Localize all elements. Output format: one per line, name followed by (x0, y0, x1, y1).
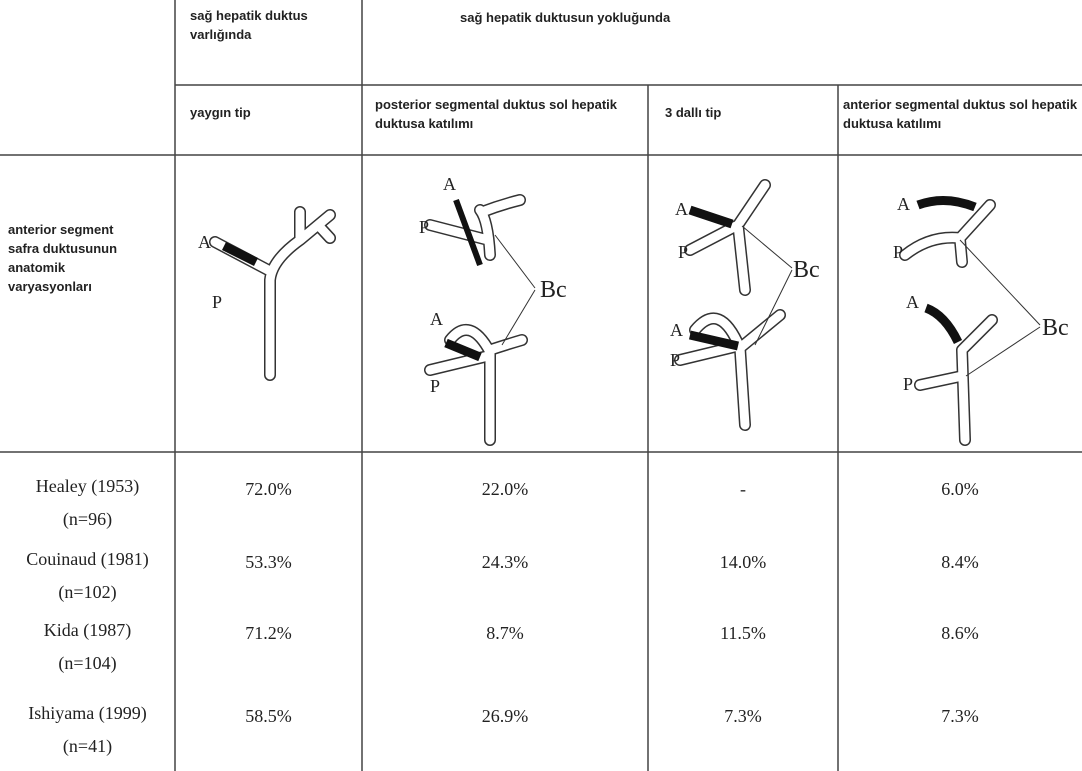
duct-inner (905, 205, 990, 262)
cell: 24.3% (362, 552, 648, 573)
cell: 71.2% (175, 623, 362, 644)
page: A P A P A P Bc A P A P Bc A P A P Bc sağ… (0, 0, 1082, 771)
label: A (670, 320, 683, 340)
header: anterior segmental duktus sol hepatik du… (843, 95, 1079, 133)
label: A (897, 194, 910, 214)
cell: (n=102) (0, 582, 175, 603)
header: yaygın tip (190, 103, 355, 122)
label: P (419, 217, 429, 237)
cell: 11.5% (648, 623, 838, 644)
label: A (430, 309, 443, 329)
cell: 7.3% (838, 706, 1082, 727)
cell: Couinaud (1981) (0, 549, 175, 570)
cell: 7.3% (648, 706, 838, 727)
ducts (215, 185, 992, 440)
cell: - (648, 479, 838, 500)
cell: 8.6% (838, 623, 1082, 644)
label: P (903, 374, 913, 394)
cell: (n=96) (0, 509, 175, 530)
cell: 8.4% (838, 552, 1082, 573)
row-label: anterior segment safra duktusunun anatom… (8, 220, 148, 296)
header: posterior segmental duktus sol hepatik d… (375, 95, 635, 133)
cell: Ishiyama (1999) (0, 703, 175, 724)
cell: 6.0% (838, 479, 1082, 500)
anterior-ducts (224, 200, 975, 357)
cell: 53.3% (175, 552, 362, 573)
cell: 8.7% (362, 623, 648, 644)
label: A (675, 199, 688, 219)
header: sağ hepatik duktus varlığında (190, 6, 355, 44)
label: P (212, 292, 222, 312)
duct-inner (680, 315, 780, 425)
diagram-labels: A P A P A P Bc A P A P Bc A P A P Bc (198, 174, 1069, 396)
label: P (893, 242, 903, 262)
cell: 14.0% (648, 552, 838, 573)
label: Bc (540, 277, 567, 303)
label: P (430, 376, 440, 396)
cell: (n=41) (0, 736, 175, 757)
cell: Healey (1953) (0, 476, 175, 497)
cell: 22.0% (362, 479, 648, 500)
cell: 26.9% (362, 706, 648, 727)
cell: 58.5% (175, 706, 362, 727)
cell: (n=104) (0, 653, 175, 674)
label: Bc (1042, 315, 1069, 341)
label: Bc (793, 257, 820, 283)
duct-inner (430, 330, 522, 440)
label: A (198, 232, 211, 252)
cell: 72.0% (175, 479, 362, 500)
label: P (678, 242, 688, 262)
cell: Kida (1987) (0, 620, 175, 641)
label: P (670, 350, 680, 370)
label: A (906, 292, 919, 312)
header: 3 dallı tip (665, 103, 825, 122)
header: sağ hepatik duktusun yokluğunda (460, 8, 860, 27)
label: A (443, 174, 456, 194)
